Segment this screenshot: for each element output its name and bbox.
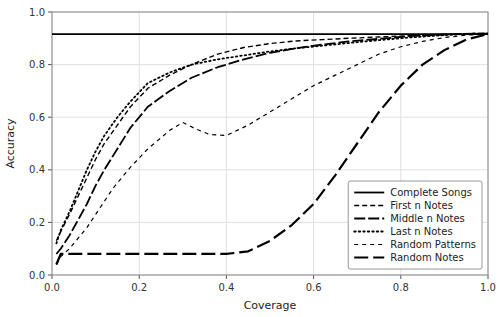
lines [52,34,488,265]
tick [139,275,140,279]
tick [52,275,53,279]
x-axis-label: Coverage [244,299,297,312]
grid [52,12,488,275]
tick-label: 0.8 [29,59,45,70]
tick-label: 0.2 [29,217,45,228]
tick [313,275,314,279]
tick-label: 1.0 [480,282,496,293]
legend: Complete Songs First n Notes Middle n Note… [348,181,482,269]
tick [488,275,489,279]
tick-label: 0.0 [29,270,45,281]
legend-swatch [354,256,384,258]
tick [226,275,227,279]
y-axis-label: Accuracy [4,118,17,169]
tick-label: 0.4 [218,282,234,293]
tick [48,12,52,13]
tick-label: 0.6 [306,282,322,293]
legend-label: Random Patterns [390,239,476,250]
series-line [56,34,488,254]
legend-label: Middle n Notes [390,213,465,224]
background [0,0,500,317]
legend-label: Last n Notes [390,226,452,237]
legend-swatch [354,244,384,245]
axes: 0.0 0.2 0.4 0.6 0.8 1.0 0.0 0.2 0.4 0.6 0.8 1.0 [29,7,496,294]
legend-swatch [354,218,384,220]
legend-label: Complete Songs [390,187,472,198]
tick-label: 0.0 [44,282,60,293]
legend-label: First n Notes [390,200,453,211]
tick-label: 0.6 [29,112,45,123]
legend-swatch [354,205,384,206]
tick-label: 0.2 [131,282,147,293]
tick [400,275,401,279]
plot-frame [52,12,488,275]
grid-line [139,12,140,275]
tick [48,117,52,118]
series-line [56,34,488,264]
legend-swatch [354,192,384,194]
grid-line [313,12,314,275]
tick [48,222,52,223]
legend-label: Random Notes [390,252,463,263]
legend-swatch [354,231,384,233]
series-line [56,34,488,264]
tick-label: 0.4 [29,164,45,175]
grid-line [52,169,488,170]
tick [48,64,52,65]
chart: 0.0 0.2 0.4 0.6 0.8 1.0 0.0 0.2 0.4 0.6 0.8 1.0 Cove… [0,0,500,317]
tick-label: 1.0 [29,7,45,18]
tick [48,169,52,170]
tick-label: 0.8 [393,282,409,293]
legend-box [348,181,482,269]
tick [48,275,52,276]
